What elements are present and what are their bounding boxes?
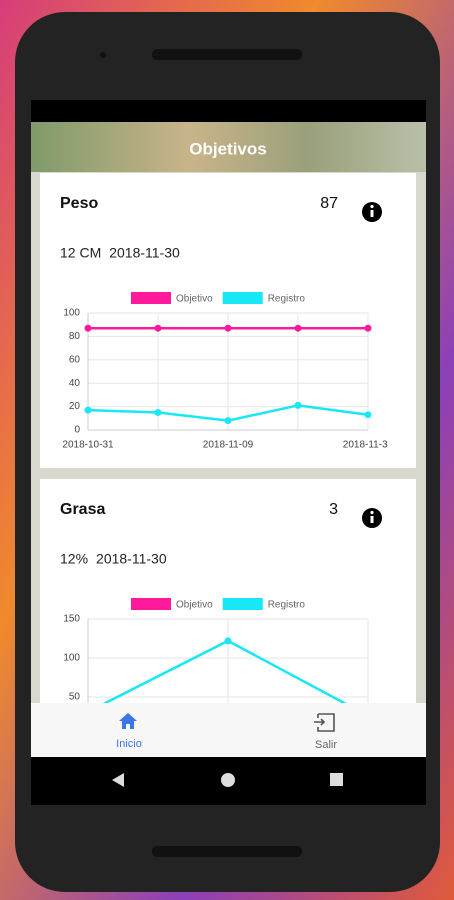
data-point	[84, 406, 92, 414]
data-point	[294, 324, 302, 332]
x-tick-label: 2018-11-30	[343, 440, 394, 451]
card-title: Peso	[60, 195, 98, 212]
card-detail: 2018-11-30	[96, 551, 167, 567]
y-tick-label: 100	[63, 308, 80, 319]
card: Peso 87 12 CM 2018-11-30 Objetivo Registro 0 20…	[40, 173, 416, 468]
nav-salir[interactable]: Salir	[314, 713, 337, 751]
y-tick-label: 100	[63, 653, 80, 664]
x-tick-label: 2018-11-09	[203, 440, 254, 451]
nav-label: Inicio	[116, 738, 142, 750]
legend-swatch	[222, 292, 263, 304]
bottom-nav	[31, 703, 426, 757]
camera	[100, 52, 106, 58]
info-icon-dot	[370, 510, 374, 515]
data-point	[224, 324, 232, 332]
y-tick-label: 60	[69, 354, 81, 365]
y-tick-label: 0	[74, 425, 80, 436]
legend-label: Registro	[268, 294, 306, 305]
data-point	[224, 417, 232, 425]
data-point	[84, 324, 92, 332]
info-icon-dot	[370, 204, 374, 209]
y-tick-label: 80	[69, 331, 81, 342]
header-title: Objetivos	[189, 139, 266, 158]
legend-label: Registro	[268, 600, 306, 611]
x-tick-label: 2018-10-31	[62, 440, 114, 451]
card-title: Grasa	[60, 501, 105, 518]
data-point	[294, 401, 302, 409]
data-point	[154, 408, 162, 416]
card-detail: 12%	[60, 551, 88, 567]
speaker	[152, 49, 302, 60]
y-tick-label: 20	[69, 401, 81, 412]
legend-label: Objetivo	[176, 600, 213, 611]
y-tick-label: 50	[69, 692, 81, 703]
info-icon-bar	[370, 210, 374, 217]
exit-icon	[314, 713, 335, 732]
card-value: 87	[320, 195, 338, 212]
data-point	[224, 637, 232, 645]
card-detail: 2018-11-30	[109, 245, 180, 261]
y-tick-label: 150	[63, 614, 80, 625]
info-icon-bar	[370, 516, 374, 523]
legend-swatch	[131, 598, 171, 610]
legend-label: Objetivo	[176, 294, 213, 305]
header-image	[31, 122, 426, 172]
status-bar	[31, 100, 426, 122]
home-icon	[119, 713, 137, 729]
data-point	[364, 324, 372, 332]
card-value: 3	[329, 501, 338, 518]
home-button[interactable]	[221, 773, 235, 787]
back-button[interactable]	[112, 773, 124, 787]
y-tick-label: 40	[69, 378, 81, 389]
legend-swatch	[222, 598, 263, 610]
speaker	[152, 846, 302, 857]
data-point	[154, 324, 162, 332]
plot: 0 20 40 60 80 100 2018-10-31 2018-11-09 2018-11-…	[62, 308, 394, 451]
nav-label: Salir	[315, 739, 337, 751]
nav-inicio[interactable]: Inicio	[116, 713, 142, 750]
legend-swatch	[131, 292, 171, 304]
data-point	[364, 411, 372, 419]
card-detail: 12 CM	[60, 245, 101, 261]
recents-button[interactable]	[330, 773, 343, 786]
